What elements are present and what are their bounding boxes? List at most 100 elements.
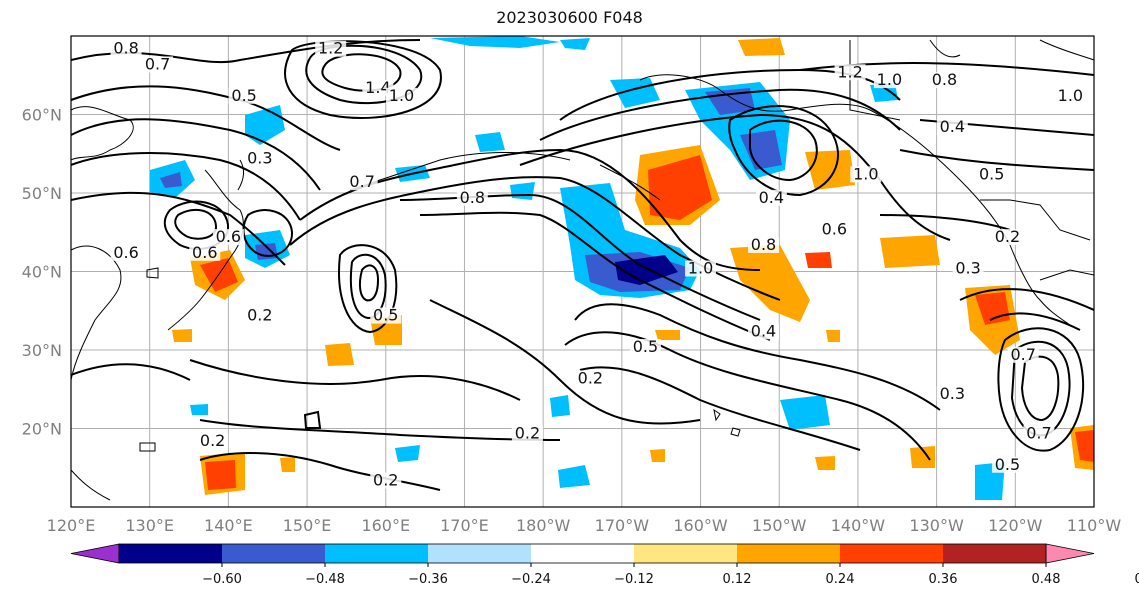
contour-label-bg <box>976 166 1008 183</box>
contour-label: 0.4 <box>751 321 776 340</box>
longitude-tick-labels: 120°E 130°E 140°E 150°E 160°E 170°E 180°W 170°W… <box>47 516 1122 535</box>
neg-anomaly-region <box>510 182 535 200</box>
pos-anomaly-region <box>880 235 940 268</box>
contour-label-bg <box>747 323 779 340</box>
map-title: 2023030600 F048 <box>496 8 643 27</box>
contour-label-bg <box>1054 87 1086 104</box>
lon-tick-label: 170°E <box>440 516 489 535</box>
contour-label-bg <box>189 244 221 261</box>
contour-label-bg <box>629 339 661 355</box>
contour-label: 1.4 <box>365 78 390 97</box>
colorbar-tick-label: 0.60 <box>1135 572 1139 587</box>
contour-label: 0.7 <box>1010 345 1035 364</box>
contour-label: 1.2 <box>837 62 862 81</box>
neg-anomaly-region <box>190 404 208 415</box>
lon-tick-label: 170°W <box>595 516 650 535</box>
pos-anomaly-region <box>805 150 855 190</box>
lon-tick-label: 130°W <box>909 516 964 535</box>
colorbar-segment <box>428 544 531 563</box>
lat-tick-label: 40°N <box>22 263 62 282</box>
contour-label-bg <box>873 72 905 89</box>
colorbar-segment <box>222 544 325 563</box>
colorbar-extend-high <box>1045 543 1095 564</box>
pos-anomaly-region <box>910 446 935 468</box>
neg-anomaly-region <box>430 36 560 48</box>
lon-tick-label: 160°W <box>673 516 728 535</box>
contour-label: 1.0 <box>688 259 713 278</box>
contour-label-bg <box>370 472 402 489</box>
contour-label-bg <box>212 229 244 246</box>
contour-label-bg <box>315 40 347 57</box>
contour-lines <box>71 39 1094 491</box>
colorbar-tick-label: −0.24 <box>511 572 551 587</box>
contour-label: 0.2 <box>200 431 225 450</box>
contour-label: 0.7 <box>1026 423 1051 442</box>
contour-label-bg <box>991 456 1023 473</box>
colorbar-tick-label: −0.12 <box>614 572 654 587</box>
pos-anomaly-region <box>730 245 810 322</box>
contour-label: 0.2 <box>373 470 398 489</box>
contour-label-bg <box>818 221 850 238</box>
colorbar-segment <box>119 544 222 563</box>
pos-anomaly-region <box>205 460 236 490</box>
contour-label-bg <box>928 72 960 89</box>
contour-label-bg <box>511 425 543 442</box>
pos-anomaly-region <box>738 38 785 56</box>
contour-label: 1.0 <box>389 86 414 105</box>
colorbar-segment <box>531 544 634 563</box>
contour-label-bg <box>850 166 882 183</box>
colorbar-tick-label: 0.24 <box>826 572 855 587</box>
contour-label-bg <box>197 433 229 450</box>
lat-tick-label: 50°N <box>22 184 62 203</box>
contour-label-bg <box>370 307 402 324</box>
contour-label: 0.5 <box>979 164 1004 183</box>
contour-label: 0.2 <box>247 306 272 325</box>
contour-label: 0.8 <box>932 70 957 89</box>
contour-label: 0.5 <box>633 337 658 356</box>
map-frame <box>70 35 1095 508</box>
contour-label: 0.3 <box>955 259 980 278</box>
contour-label-bg <box>244 307 276 324</box>
lon-tick-label: 140°W <box>831 516 886 535</box>
pos-anomaly-region <box>650 449 665 462</box>
colorbar: −0.60 −0.48 −0.36 −0.24 −0.12 0.12 0.24 0.36 0.4… <box>70 543 1139 587</box>
lon-tick-label: 120°W <box>988 516 1043 535</box>
contour-label-bg <box>362 79 394 96</box>
contour-label: 0.8 <box>460 188 485 207</box>
colorbar-segment <box>325 544 428 563</box>
lat-tick-label: 30°N <box>22 341 62 360</box>
contour-label: 0.3 <box>247 149 272 168</box>
neg-anomaly-region <box>780 395 830 430</box>
contour-label-bg <box>755 189 787 206</box>
pos-anomaly-region <box>815 456 835 470</box>
contour-label: 0.6 <box>822 219 847 238</box>
lon-tick-label: 140°E <box>204 516 253 535</box>
contour-label: 0.3 <box>940 384 965 403</box>
contour-label-bg <box>685 260 717 277</box>
contour-label-bg <box>386 87 418 104</box>
contour-label-bg <box>110 40 142 57</box>
lon-tick-label: 120°E <box>47 516 96 535</box>
contour-label: 0.2 <box>578 368 603 387</box>
contour-label: 0.5 <box>231 86 256 105</box>
lon-tick-label: 150°W <box>752 516 807 535</box>
colorbar-tick-label: 0.48 <box>1032 572 1061 587</box>
contour-label-bg <box>991 229 1023 246</box>
anomaly-shading <box>150 36 1094 500</box>
lat-tick-label: 20°N <box>22 420 62 439</box>
contour-label-bg <box>747 236 779 253</box>
contour-label: 0.6 <box>113 243 138 262</box>
colorbar-tick-label: 0.12 <box>723 572 752 587</box>
contour-label: 0.2 <box>995 227 1020 246</box>
lon-tick-label: 160°E <box>361 516 410 535</box>
colorbar-tick-label: 0.36 <box>929 572 958 587</box>
colorbar-tick-label: −0.48 <box>305 572 345 587</box>
colorbar-segment <box>634 544 737 563</box>
colorbar-segment <box>943 544 1046 563</box>
contour-label-bg <box>1007 346 1039 363</box>
latitude-tick-labels: 20°N 30°N 40°N 50°N 60°N <box>22 106 62 439</box>
contour-label: 1.2 <box>318 39 343 58</box>
contour-label: 0.6 <box>192 243 217 262</box>
contour-labels: 0.80.70.50.30.60.60.21.21.41.00.70.80.51… <box>110 39 1086 489</box>
